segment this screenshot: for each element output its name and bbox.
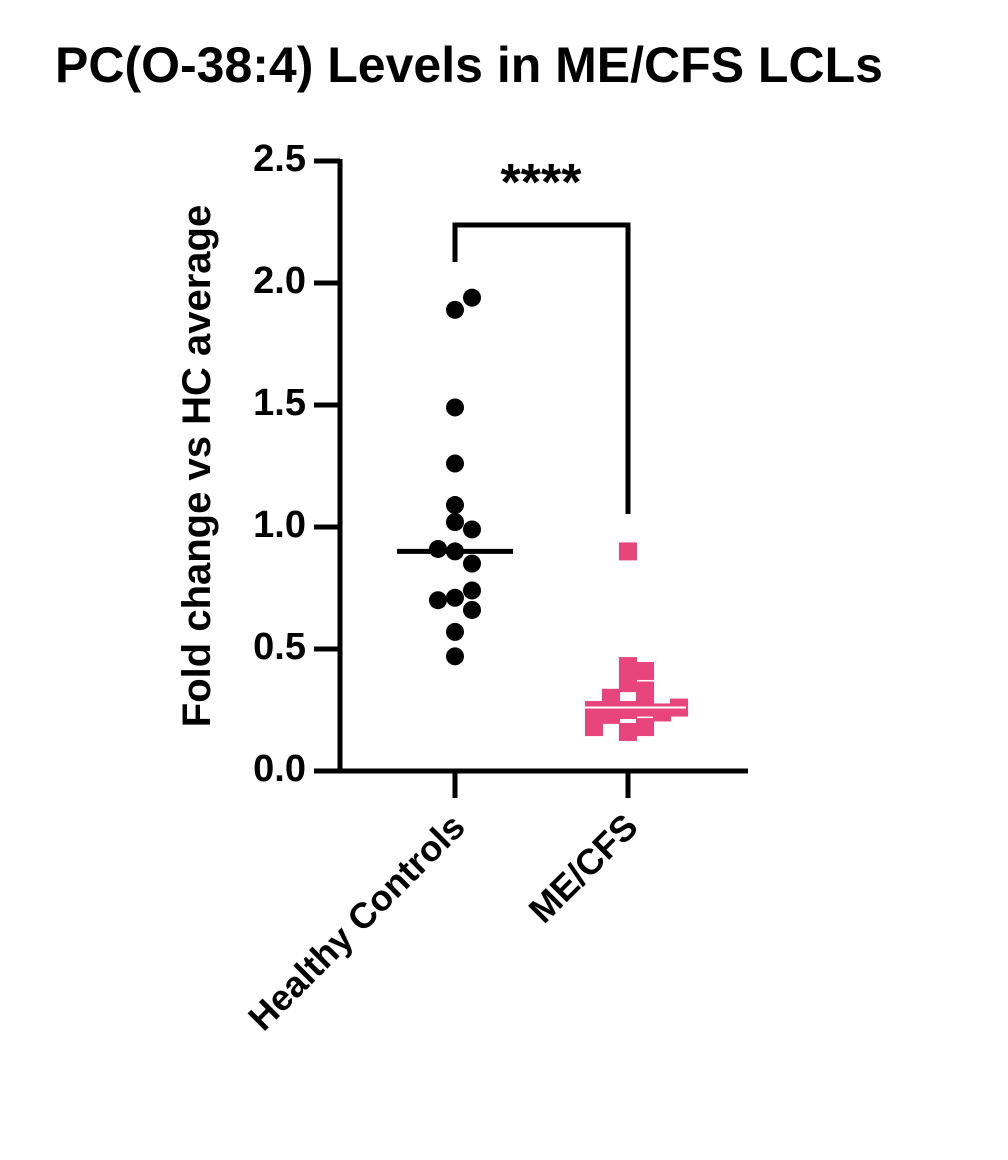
data-point <box>636 718 654 737</box>
data-point <box>636 661 654 680</box>
data-point <box>463 600 481 619</box>
x-tick-label: Healthy Controls <box>240 806 473 1039</box>
data-point <box>585 718 603 737</box>
data-point <box>619 701 637 719</box>
y-axis-label: Fold change vs HC average <box>175 205 219 727</box>
data-point <box>446 496 464 515</box>
data-point <box>446 454 464 473</box>
y-tick-label: 0.5 <box>253 626 306 668</box>
data-point <box>463 520 481 539</box>
data-point <box>602 705 620 724</box>
data-point <box>446 647 464 666</box>
data-point <box>619 674 637 693</box>
significance-bracket <box>452 222 631 514</box>
data-point <box>653 703 671 722</box>
data-point <box>636 681 654 700</box>
y-tick-label: 1.0 <box>253 504 306 546</box>
y-tick-label: 2.0 <box>253 260 306 302</box>
data-point <box>446 398 464 417</box>
data-point <box>619 542 637 561</box>
data-point <box>446 622 464 641</box>
y-tick-label: 1.5 <box>253 382 306 424</box>
data-point <box>446 300 464 319</box>
y-tick-label: 0.0 <box>253 748 306 790</box>
data-point <box>585 701 603 719</box>
data-point <box>619 657 637 676</box>
data-point <box>463 581 481 600</box>
y-tick-label: 2.5 <box>253 138 306 180</box>
data-point <box>463 554 481 573</box>
data-point <box>619 722 637 741</box>
x-tick-label: ME/CFS <box>520 806 645 931</box>
data-point <box>602 688 620 707</box>
data-point <box>429 591 447 610</box>
data-point <box>463 288 481 307</box>
chart-title: PC(O-38:4) Levels in ME/CFS LCLs <box>55 37 883 93</box>
data-point <box>446 513 464 532</box>
data-point <box>446 588 464 607</box>
significance-label: **** <box>501 154 583 212</box>
